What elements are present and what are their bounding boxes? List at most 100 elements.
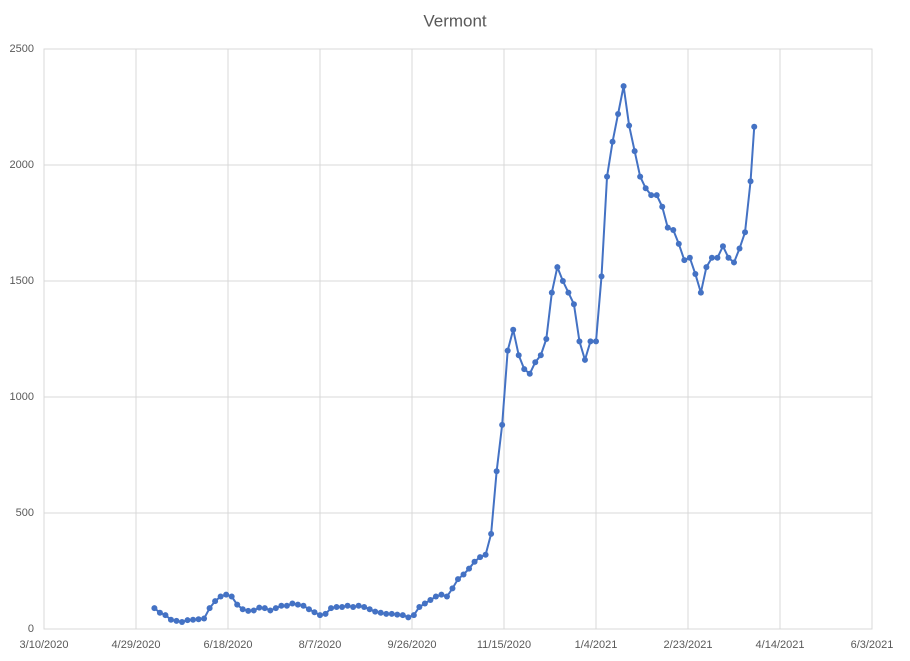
data-point [432, 593, 439, 600]
data-point [328, 605, 335, 612]
data-point [499, 421, 506, 428]
data-point [272, 605, 279, 612]
data-point [317, 612, 323, 619]
data-point [156, 609, 163, 616]
data-point [388, 610, 395, 617]
data-point [587, 338, 594, 345]
data-point [615, 110, 622, 117]
data-point [659, 203, 666, 210]
data-point [443, 593, 450, 600]
data-point [609, 138, 616, 145]
data-point [394, 611, 401, 618]
x-tick-label: 9/26/2020 [388, 639, 437, 651]
data-point [751, 123, 758, 130]
data-point [637, 173, 644, 180]
data-point [234, 601, 241, 608]
data-point [366, 606, 373, 613]
data-point [510, 326, 517, 333]
data-point [731, 259, 737, 266]
x-tick-label: 8/7/2020 [299, 639, 342, 651]
data-point [620, 83, 627, 90]
data-point [212, 598, 219, 605]
y-tick-label: 1500 [10, 275, 34, 287]
data-point [576, 338, 583, 345]
data-point [383, 610, 390, 617]
data-point [206, 605, 213, 612]
data-point [377, 609, 384, 616]
x-tick-label: 3/10/2020 [20, 639, 69, 651]
data-point [736, 245, 743, 252]
data-point [405, 614, 412, 621]
data-point [670, 226, 677, 233]
data-point [570, 301, 577, 308]
data-point [151, 605, 158, 612]
data-point [598, 273, 605, 280]
data-point [543, 336, 550, 342]
data-point [626, 122, 633, 129]
data-point [653, 192, 660, 199]
y-tick-label: 1000 [10, 391, 34, 403]
data-point [173, 617, 180, 624]
y-tick-label: 2500 [10, 43, 34, 55]
data-point [179, 619, 185, 626]
data-point [703, 264, 710, 271]
data-point [708, 254, 715, 261]
data-point [361, 603, 368, 610]
data-point [521, 366, 528, 373]
data-point [675, 240, 682, 247]
data-point [278, 602, 285, 609]
data-point [449, 585, 456, 592]
data-point [554, 264, 561, 271]
x-tick-label: 1/4/2021 [575, 639, 618, 651]
data-point [466, 565, 473, 572]
data-point [223, 591, 230, 598]
data-point [283, 602, 290, 609]
data-point [250, 607, 257, 614]
data-point [427, 597, 434, 603]
data-point [421, 600, 428, 607]
data-point [416, 603, 423, 610]
data-point [399, 612, 406, 619]
data-point [184, 617, 191, 624]
data-point [548, 289, 555, 296]
plot-area [43, 48, 873, 630]
data-point [471, 558, 478, 565]
data-point [239, 606, 246, 613]
x-tick-label: 4/29/2020 [112, 639, 161, 651]
data-point [532, 359, 539, 366]
data-point [725, 254, 732, 261]
data-point [190, 616, 197, 623]
data-point [604, 173, 611, 180]
data-point [526, 370, 533, 377]
data-point [333, 603, 340, 610]
data-point [355, 602, 362, 609]
data-point [300, 602, 307, 609]
data-point [648, 192, 655, 199]
data-point [167, 616, 174, 623]
data-point [438, 591, 445, 598]
data-point [261, 605, 268, 612]
data-point [631, 148, 638, 155]
x-tick-label: 11/15/2020 [477, 639, 531, 651]
y-tick-label: 2000 [10, 159, 34, 171]
data-point [294, 601, 301, 608]
chart-title: Vermont [423, 11, 487, 30]
data-point [697, 289, 704, 296]
data-point [311, 609, 318, 616]
data-point [460, 571, 467, 578]
data-point [245, 607, 252, 614]
data-point [322, 610, 329, 617]
data-point [581, 356, 588, 363]
data-point [488, 530, 495, 537]
data-point [217, 593, 224, 600]
data-point [742, 229, 749, 236]
data-point [482, 551, 489, 558]
x-tick-label: 6/18/2020 [204, 639, 253, 651]
data-point [289, 600, 296, 607]
data-point [515, 352, 522, 359]
data-point [455, 576, 461, 583]
data-point [201, 615, 208, 622]
data-point [593, 338, 599, 345]
data-point [642, 185, 649, 192]
